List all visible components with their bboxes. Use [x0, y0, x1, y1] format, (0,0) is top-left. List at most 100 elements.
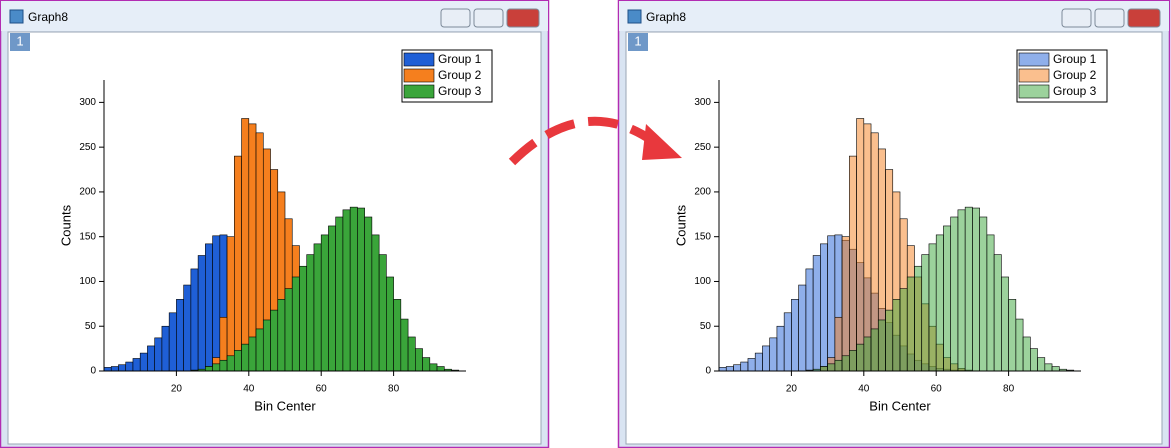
histogram-bar	[407, 336, 416, 372]
y-tick-label: 100	[79, 276, 96, 287]
legend-label: Group 1	[1053, 52, 1097, 66]
minimize-button[interactable]	[440, 8, 471, 28]
y-axis-title: Counts	[58, 204, 73, 246]
histogram-bar	[205, 366, 213, 372]
histogram-bar	[386, 276, 394, 372]
y-tick-label: 0	[90, 366, 96, 377]
layer-tab[interactable]	[10, 33, 30, 51]
histogram-bar	[176, 299, 184, 372]
y-tick-label: 250	[79, 142, 96, 153]
x-axis-title: Bin Center	[869, 398, 931, 413]
x-tick-label: 20	[786, 384, 798, 395]
histogram-bar	[103, 367, 112, 372]
close-button[interactable]	[506, 8, 540, 28]
x-tick-label: 80	[388, 384, 400, 395]
close-button[interactable]	[1127, 8, 1161, 28]
histogram-bar	[733, 364, 742, 372]
histogram-bar	[147, 345, 155, 372]
y-tick-label: 150	[694, 231, 711, 242]
histogram-bar	[364, 216, 373, 372]
histogram-bar	[820, 366, 828, 372]
histogram-bar	[262, 319, 271, 372]
histogram-bar	[161, 325, 170, 372]
histogram-bar	[754, 352, 763, 372]
histogram-bar	[827, 363, 836, 372]
histogram-bar	[863, 336, 872, 372]
y-tick-label: 300	[79, 97, 96, 108]
y-tick-label: 200	[79, 187, 96, 198]
histogram-bar	[841, 236, 850, 372]
histogram-bar	[783, 312, 792, 372]
histogram-bar	[849, 155, 857, 372]
histogram-bar	[769, 337, 778, 372]
legend-swatch	[403, 84, 435, 99]
window-title: Graph8	[646, 10, 686, 24]
histogram-bar	[856, 118, 865, 372]
histogram-bar	[943, 225, 951, 372]
histogram-bar	[335, 216, 344, 372]
histogram-bar	[964, 206, 973, 372]
x-tick-label: 60	[931, 384, 943, 395]
histogram-bar	[110, 366, 119, 372]
histogram-bar	[328, 225, 336, 372]
histogram-bar	[1051, 366, 1060, 372]
histogram-bar	[776, 325, 785, 372]
x-tick-label: 40	[858, 384, 870, 395]
graph-window: Graph8 1 0 50 100 150 200 250 300 20 40 60 80 Bin Cen…	[0, 0, 550, 448]
histogram-bar	[371, 234, 380, 372]
window-icon	[627, 9, 642, 24]
histogram-bar	[877, 319, 886, 372]
x-axis-title: Bin Center	[254, 398, 316, 413]
arrow-body	[508, 116, 651, 166]
histogram-bar	[820, 243, 828, 372]
histogram-bar	[906, 276, 915, 372]
histogram-bar	[993, 254, 1002, 372]
histogram-bar	[914, 265, 923, 372]
y-tick-label: 100	[694, 276, 711, 287]
y-tick-label: 0	[705, 366, 711, 377]
histogram-bar	[342, 209, 351, 372]
histogram-bar	[212, 235, 221, 372]
histogram-bar	[197, 255, 206, 372]
y-tick-label: 150	[79, 231, 96, 242]
histogram-bar	[892, 299, 901, 372]
x-tick-label: 40	[243, 384, 255, 395]
histogram-bar	[1015, 318, 1024, 372]
legend-swatch	[1018, 84, 1050, 99]
histogram-bar	[841, 355, 850, 372]
histogram-bar	[118, 364, 127, 372]
window-title: Graph8	[28, 10, 68, 24]
graph-window: Graph8 1 0 50 100 150 200 250 300 20 40 60 80 Bin Cen…	[617, 0, 1171, 448]
histogram-bar	[205, 243, 213, 372]
histogram-bar	[1001, 276, 1009, 372]
histogram-bar	[827, 235, 836, 372]
histogram-bar	[415, 348, 423, 372]
histogram-bar	[248, 123, 257, 372]
histogram-bar	[270, 309, 279, 372]
arrow-head	[642, 124, 682, 160]
histogram-bar	[219, 359, 228, 372]
histogram-bar	[255, 328, 264, 372]
histogram-bar	[1008, 299, 1017, 372]
minimize-button[interactable]	[1061, 8, 1092, 28]
histogram-bar	[1044, 363, 1053, 372]
maximize-button[interactable]	[473, 8, 504, 28]
histogram-bar	[1022, 336, 1031, 372]
layer-tab-label: 1	[634, 33, 641, 48]
histogram-bar	[378, 254, 387, 372]
legend-label: Group 3	[1053, 84, 1097, 98]
histogram-bar	[740, 361, 749, 372]
histogram-bar	[357, 207, 365, 372]
histogram-bar	[986, 234, 995, 372]
histogram-bar	[979, 216, 988, 372]
layer-tab[interactable]	[628, 33, 648, 51]
histogram-bar	[168, 312, 177, 372]
histogram-bar	[241, 343, 250, 372]
histogram-bar	[863, 123, 872, 372]
histogram-bar	[241, 118, 250, 372]
maximize-button[interactable]	[1094, 8, 1125, 28]
histogram-bar	[957, 209, 966, 372]
legend-swatch	[403, 52, 435, 67]
